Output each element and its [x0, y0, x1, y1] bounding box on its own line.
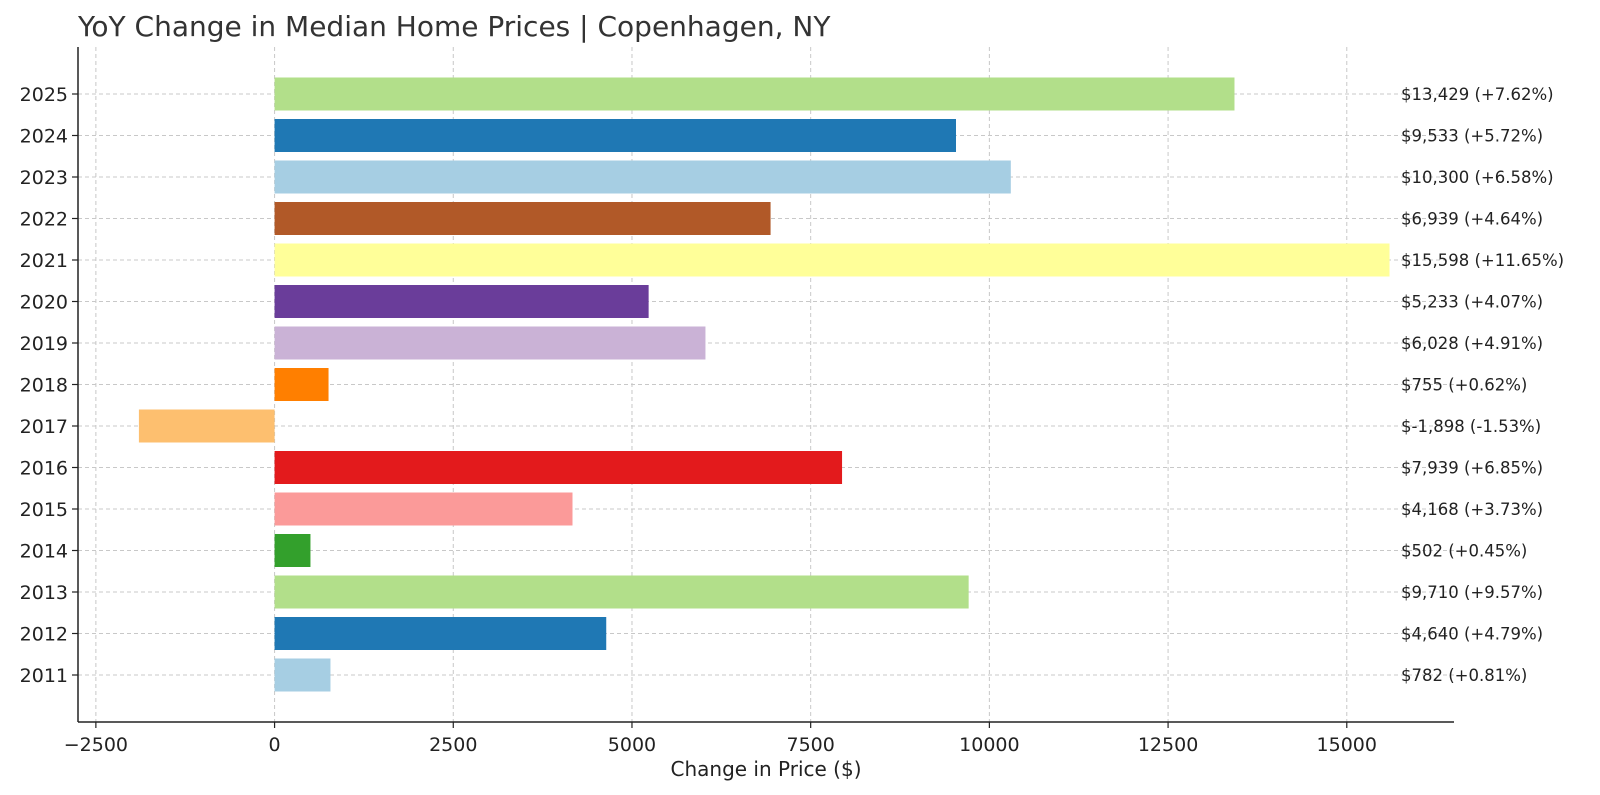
data-label-2015: $4,168 (+3.73%) — [1401, 500, 1543, 519]
y-tick-label: 2013 — [20, 582, 68, 604]
data-label-2023: $10,300 (+6.58%) — [1401, 168, 1554, 187]
data-label-2013: $9,710 (+9.57%) — [1401, 583, 1543, 602]
bar-2022 — [274, 202, 771, 235]
y-tick-label: 2019 — [20, 333, 68, 355]
x-axis-ticks: −2500 0 2500 5000 7500 10000 12500 15000 — [64, 722, 1377, 756]
y-tick-label: 2011 — [20, 665, 68, 687]
y-tick-label: 2020 — [20, 292, 68, 314]
y-tick-label: 2014 — [20, 541, 68, 563]
data-label-2022: $6,939 (+4.64%) — [1401, 210, 1543, 229]
x-tick-label: 15000 — [1317, 734, 1377, 756]
bar-2017 — [138, 409, 275, 443]
bar-2011 — [274, 658, 331, 692]
bar-2020 — [274, 285, 649, 318]
x-tick-label: 5000 — [608, 734, 656, 756]
y-tick-label: 2023 — [20, 167, 68, 189]
y-tick-label: 2016 — [20, 458, 68, 480]
x-tick-label: 7500 — [786, 734, 834, 756]
y-tick-label: 2025 — [20, 84, 68, 106]
y-tick-label: 2024 — [20, 126, 68, 148]
data-label-2024: $9,533 (+5.72%) — [1401, 127, 1543, 146]
x-tick-label: −2500 — [64, 734, 128, 756]
bar-2014 — [274, 534, 311, 567]
bar-2013 — [274, 575, 969, 609]
data-label-2019: $6,028 (+4.91%) — [1401, 334, 1543, 353]
y-tick-label: 2012 — [20, 624, 68, 646]
data-label-2016: $7,939 (+6.85%) — [1401, 459, 1543, 478]
x-tick-label: 10000 — [959, 734, 1019, 756]
data-label-2017: $-1,898 (-1.53%) — [1401, 417, 1541, 436]
y-axis-ticks: 2025 2024 2023 2022 2021 2020 2019 2018 2017 2016… — [20, 84, 78, 687]
y-tick-label: 2021 — [20, 250, 68, 272]
bar-2021 — [274, 243, 1390, 277]
data-label-2025: $13,429 (+7.62%) — [1401, 85, 1554, 104]
x-tick-label: 12500 — [1138, 734, 1198, 756]
bar-2015 — [274, 492, 573, 526]
bar-2012 — [274, 617, 607, 650]
data-label-2014: $502 (+0.45%) — [1401, 542, 1527, 561]
bar-2025 — [274, 77, 1235, 111]
data-labels: $13,429 (+7.62%) $9,533 (+5.72%) $10,300 (… — [1401, 85, 1564, 685]
x-tick-label: 0 — [269, 734, 281, 756]
bar-2018 — [274, 368, 329, 401]
bar-2019 — [274, 326, 706, 360]
bar-2016 — [274, 451, 843, 484]
data-label-2018: $755 (+0.62%) — [1401, 376, 1527, 395]
y-tick-label: 2018 — [20, 375, 68, 397]
x-tick-label: 2500 — [429, 734, 477, 756]
y-tick-label: 2022 — [20, 209, 68, 231]
y-tick-label: 2017 — [20, 416, 68, 438]
chart-title: YoY Change in Median Home Prices | Copen… — [77, 10, 831, 43]
bars — [138, 77, 1390, 692]
bar-2023 — [274, 160, 1011, 194]
bar-2024 — [274, 119, 956, 152]
data-label-2021: $15,598 (+11.65%) — [1401, 251, 1564, 270]
x-axis-label: Change in Price ($) — [671, 757, 862, 781]
data-label-2012: $4,640 (+4.79%) — [1401, 625, 1543, 644]
data-label-2020: $5,233 (+4.07%) — [1401, 293, 1543, 312]
y-tick-label: 2015 — [20, 499, 68, 521]
data-label-2011: $782 (+0.81%) — [1401, 666, 1527, 685]
